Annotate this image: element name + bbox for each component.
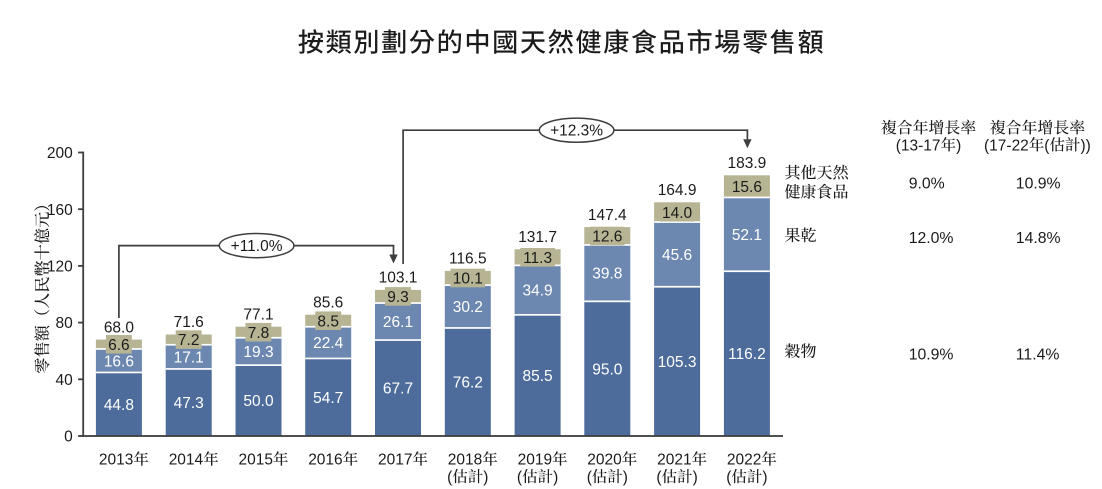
svg-text:116.5: 116.5 xyxy=(449,251,487,268)
svg-text:2022: 2022 xyxy=(727,452,761,469)
svg-text:13-17: 13-17 xyxy=(901,137,941,154)
svg-text:52.1: 52.1 xyxy=(732,227,762,244)
svg-text:10.9%: 10.9% xyxy=(1016,176,1061,193)
svg-text:34.9: 34.9 xyxy=(523,283,553,300)
svg-text:77.1: 77.1 xyxy=(243,306,273,323)
svg-text:147.4: 147.4 xyxy=(588,207,627,224)
svg-text:7.8: 7.8 xyxy=(248,325,270,342)
svg-text:22.4: 22.4 xyxy=(313,335,344,352)
svg-text:39.8: 39.8 xyxy=(592,266,622,283)
svg-text:14.8%: 14.8% xyxy=(1016,230,1061,247)
svg-text:2020: 2020 xyxy=(587,452,622,469)
svg-text:164.9: 164.9 xyxy=(658,182,697,199)
svg-text:105.3: 105.3 xyxy=(658,354,697,371)
svg-text:40: 40 xyxy=(56,372,74,389)
svg-text:80: 80 xyxy=(56,315,74,332)
svg-text:26.1: 26.1 xyxy=(383,314,413,331)
svg-text:17.1: 17.1 xyxy=(174,349,204,366)
svg-text:10.9%: 10.9% xyxy=(909,346,954,363)
svg-text:2018: 2018 xyxy=(448,452,482,469)
svg-text:2013: 2013 xyxy=(99,452,133,469)
svg-text:8.5: 8.5 xyxy=(317,313,339,330)
svg-text:68.0: 68.0 xyxy=(104,319,135,336)
svg-text:(: ( xyxy=(447,469,453,486)
svg-text:19.3: 19.3 xyxy=(243,344,273,361)
svg-text:85.6: 85.6 xyxy=(313,294,343,311)
svg-text:11.3: 11.3 xyxy=(523,250,552,267)
svg-text:9.0%: 9.0% xyxy=(909,176,945,193)
svg-text:+12.3%: +12.3% xyxy=(550,123,603,140)
svg-text:45.6: 45.6 xyxy=(662,247,692,264)
svg-text:12.6: 12.6 xyxy=(592,229,622,246)
svg-text:): ) xyxy=(553,469,558,486)
svg-text:30.2: 30.2 xyxy=(453,299,483,316)
svg-text:200: 200 xyxy=(47,145,73,162)
svg-text:71.6: 71.6 xyxy=(174,314,204,331)
svg-text:(: ( xyxy=(587,469,593,486)
svg-text:103.1: 103.1 xyxy=(379,270,418,287)
svg-text:(: ( xyxy=(1044,137,1050,154)
svg-text:2021: 2021 xyxy=(657,452,691,469)
svg-text:(: ( xyxy=(726,469,732,486)
svg-text:2015: 2015 xyxy=(239,452,273,469)
svg-text:67.7: 67.7 xyxy=(383,381,413,398)
svg-text:14.0: 14.0 xyxy=(662,205,693,222)
svg-text:160: 160 xyxy=(47,202,73,219)
svg-text:): ) xyxy=(623,469,628,486)
svg-text:): ) xyxy=(693,469,698,486)
svg-text:): ) xyxy=(762,469,767,486)
svg-text:): ) xyxy=(956,137,961,154)
svg-text:44.8: 44.8 xyxy=(104,397,134,414)
svg-text:+11.0%: +11.0% xyxy=(231,238,283,255)
svg-text:47.3: 47.3 xyxy=(174,395,204,412)
svg-text:7.2: 7.2 xyxy=(178,332,200,349)
svg-text:10.1: 10.1 xyxy=(453,271,483,288)
svg-text:9.3: 9.3 xyxy=(387,289,409,306)
svg-text:11.4%: 11.4% xyxy=(1016,346,1060,363)
svg-text:116.2: 116.2 xyxy=(728,346,766,363)
svg-text:2017: 2017 xyxy=(378,452,412,469)
svg-text:6.6: 6.6 xyxy=(108,337,130,354)
svg-text:15.6: 15.6 xyxy=(732,179,762,196)
svg-text:0: 0 xyxy=(64,429,73,446)
svg-text:95.0: 95.0 xyxy=(592,361,623,378)
svg-text:120: 120 xyxy=(47,259,73,276)
svg-text:76.2: 76.2 xyxy=(453,375,483,392)
svg-text:(17-22: (17-22 xyxy=(984,137,1029,154)
svg-text:131.7: 131.7 xyxy=(518,229,557,246)
svg-text:(: ( xyxy=(896,137,902,154)
svg-text:12.0%: 12.0% xyxy=(909,230,954,247)
svg-text:54.7: 54.7 xyxy=(313,390,343,407)
svg-text:(: ( xyxy=(656,469,662,486)
svg-text:2019: 2019 xyxy=(518,452,552,469)
svg-text:)): )) xyxy=(1081,137,1091,154)
svg-text:85.5: 85.5 xyxy=(523,368,553,385)
svg-text:): ) xyxy=(483,469,488,486)
svg-text:50.0: 50.0 xyxy=(243,393,274,410)
svg-text:2014: 2014 xyxy=(169,452,204,469)
svg-text:(: ( xyxy=(517,469,523,486)
svg-text:2016: 2016 xyxy=(308,452,342,469)
svg-text:183.9: 183.9 xyxy=(728,155,767,172)
svg-text:16.6: 16.6 xyxy=(104,353,134,370)
